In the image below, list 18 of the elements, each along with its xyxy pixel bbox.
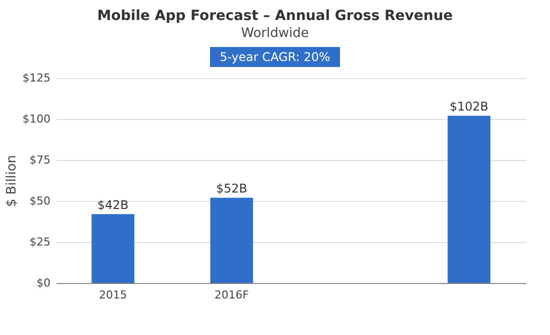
y-tick-label: $50 — [30, 194, 50, 208]
y-tick-label: $100 — [22, 112, 50, 126]
bar — [210, 198, 254, 283]
data-label: $102B — [450, 100, 488, 114]
y-tick-label: $125 — [22, 72, 50, 84]
text: 5-year CAGR: 20% — [210, 47, 340, 67]
chart-title: Mobile App Forecast – Annual Gross Revenue — [96, 8, 454, 24]
y-tick-label: $75 — [30, 154, 50, 166]
x-tick-label: 2016F — [214, 288, 249, 302]
x-tick-label: 2015 — [98, 288, 127, 302]
data-label: $42B — [97, 198, 129, 212]
bar — [448, 116, 490, 283]
bar — [92, 214, 134, 283]
y-tick-label: $0 — [36, 276, 50, 290]
y-axis-title: $ Billion — [4, 155, 20, 207]
data-label: $52B — [216, 182, 248, 196]
chart-subtitle: Worldwide — [240, 26, 310, 41]
y-tick-label: $25 — [30, 236, 50, 248]
